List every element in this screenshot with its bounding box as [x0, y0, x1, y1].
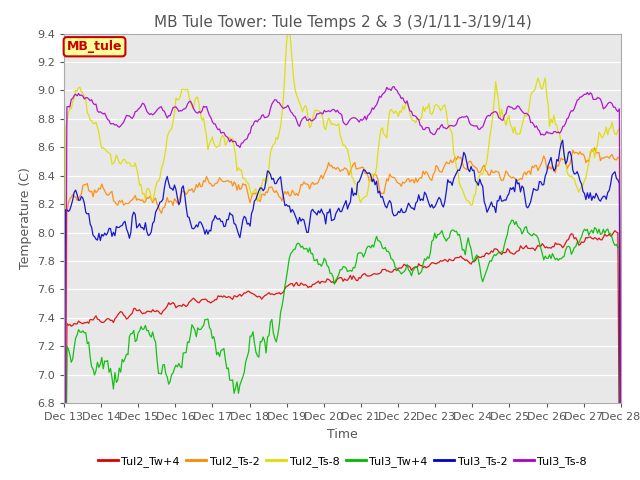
X-axis label: Time: Time	[327, 428, 358, 441]
Title: MB Tule Tower: Tule Temps 2 & 3 (3/1/11-3/19/14): MB Tule Tower: Tule Temps 2 & 3 (3/1/11-…	[154, 15, 531, 30]
Y-axis label: Temperature (C): Temperature (C)	[19, 168, 31, 269]
Text: MB_tule: MB_tule	[67, 40, 122, 53]
Legend: Tul2_Tw+4, Tul2_Ts-2, Tul2_Ts-8, Tul3_Tw+4, Tul3_Ts-2, Tul3_Ts-8: Tul2_Tw+4, Tul2_Ts-2, Tul2_Ts-8, Tul3_Tw…	[93, 452, 591, 471]
